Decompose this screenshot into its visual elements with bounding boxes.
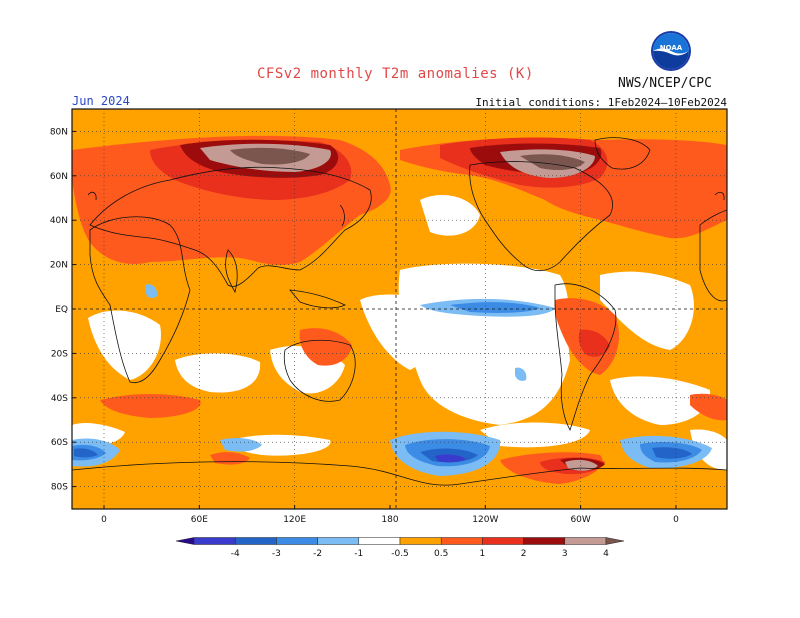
lon-label-5: 60W: [570, 515, 590, 525]
colorbar-bin: [175, 537, 195, 545]
logo-text: NOAA: [660, 44, 683, 52]
lat-label-40s: 40S: [51, 394, 68, 404]
colorbar-label: -3: [272, 549, 281, 559]
colorbar-bin: [399, 537, 442, 545]
lon-label-3: 180: [381, 515, 398, 525]
lon-label-2: 120E: [283, 515, 306, 525]
colorbar-label: 1: [480, 549, 486, 559]
latitude-labels: 80N 60N 40N 20N EQ 20S 40S 60S 80S: [50, 127, 76, 493]
colorbar-bin: [317, 537, 360, 545]
coastlines: [72, 137, 727, 486]
colorbar-bin: [605, 537, 625, 545]
colorbar: -4 -3 -2 -1 -0.5 0.5 1 2 3 4: [175, 537, 625, 559]
lon-label-1: 60E: [191, 515, 208, 525]
cool-dark-regions: [435, 454, 466, 463]
forecast-month: Jun 2024: [72, 94, 130, 108]
lat-label-60s: 60S: [51, 438, 68, 448]
colorbar-bin: [564, 537, 607, 545]
lon-label-6: 0: [673, 515, 679, 525]
longitude-labels: 0 60E 120E 180 120W 60W 0: [101, 505, 679, 525]
colorbar-label: 4: [603, 549, 609, 559]
lon-label-0: 0: [101, 515, 107, 525]
lat-label-20s: 20S: [51, 349, 68, 359]
initial-conditions: Initial conditions: 1Feb2024—10Feb2024: [475, 96, 727, 109]
map-title: CFSv2 monthly T2m anomalies (K): [257, 66, 534, 82]
colorbar-label: 3: [562, 549, 568, 559]
colorbar-bin: [523, 537, 566, 545]
colorbar-label: -4: [231, 549, 240, 559]
warm-extreme-dark-regions: [230, 147, 585, 170]
agency-label: NWS/NCEP/CPC: [618, 76, 712, 91]
colorbar-label: 0.5: [434, 549, 448, 559]
colorbar-label: -2: [313, 549, 322, 559]
colorbar-label: 2: [521, 549, 527, 559]
colorbar-label: -0.5: [391, 549, 409, 559]
colorbar-bin: [234, 537, 277, 545]
colorbar-bin: [482, 537, 524, 545]
noaa-logo: NOAA: [650, 30, 692, 72]
lat-label-40n: 40N: [50, 216, 68, 226]
lat-label-20n: 20N: [50, 261, 68, 271]
colorbar-bin: [358, 537, 401, 545]
lat-label-60n: 60N: [50, 172, 68, 182]
anomaly-field: [72, 109, 727, 509]
lat-label-80s: 80S: [51, 483, 68, 493]
colorbar-bin: [193, 537, 236, 545]
colorbar-label: -1: [354, 549, 363, 559]
colorbar-bin: [276, 537, 318, 545]
colorbar-bin: [440, 537, 483, 545]
lat-label-eq: EQ: [55, 305, 68, 315]
lon-label-4: 120W: [472, 515, 498, 525]
lat-label-80n: 80N: [50, 127, 68, 137]
